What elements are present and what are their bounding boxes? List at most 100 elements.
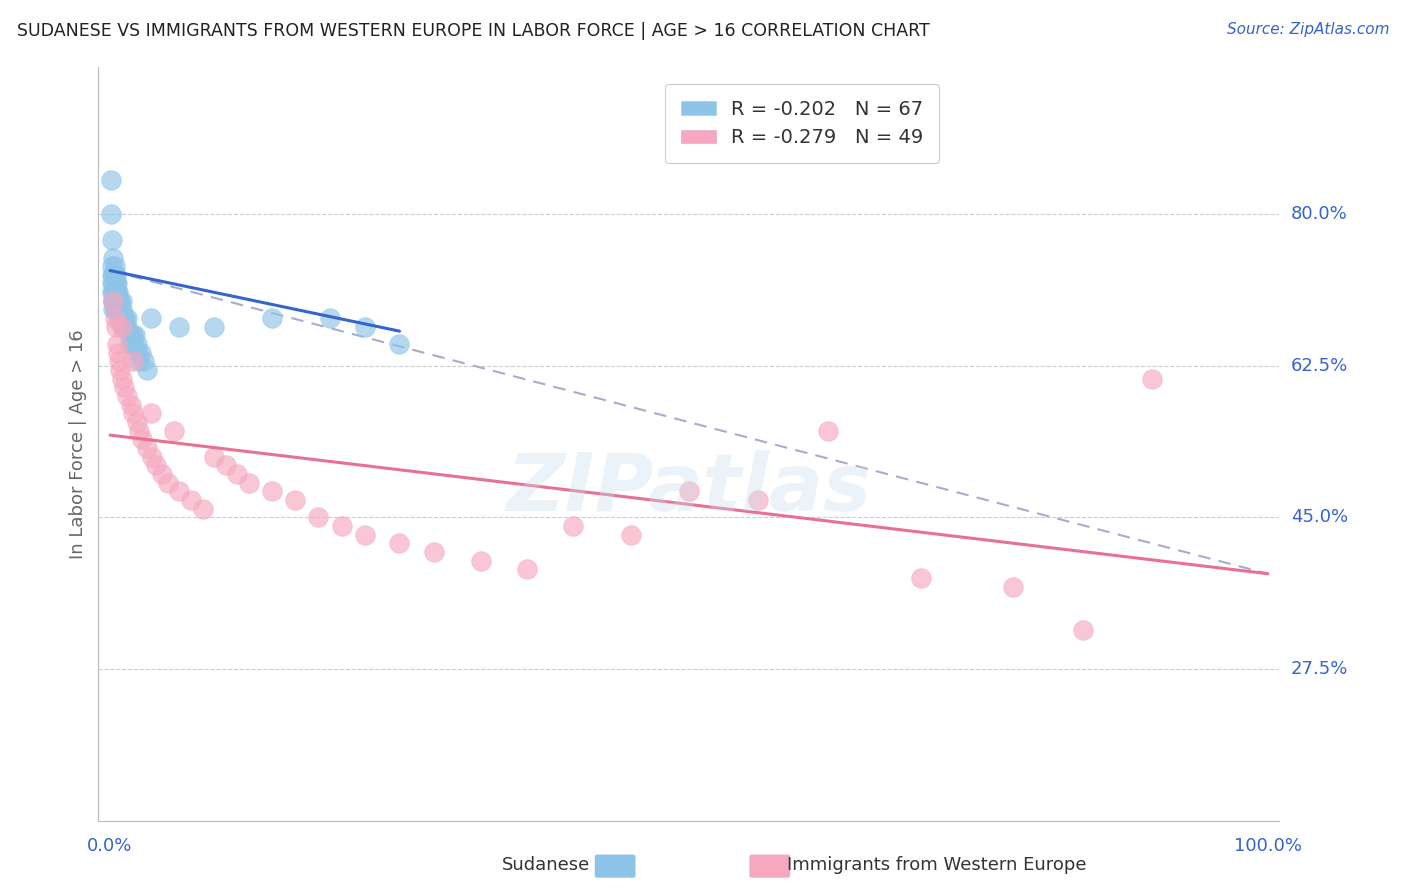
Point xyxy=(353,319,375,334)
Point xyxy=(115,319,138,334)
Point xyxy=(117,389,139,403)
Point xyxy=(105,293,128,308)
Point xyxy=(108,293,131,308)
Point xyxy=(180,493,202,508)
Point xyxy=(110,363,132,377)
Point xyxy=(139,311,162,326)
Point xyxy=(104,277,127,291)
Point xyxy=(747,493,769,508)
Point xyxy=(107,346,129,360)
Point xyxy=(330,519,353,533)
Point xyxy=(101,268,124,282)
Y-axis label: In Labor Force | Age > 16: In Labor Force | Age > 16 xyxy=(69,329,87,558)
Point xyxy=(110,302,132,317)
Point xyxy=(262,484,284,499)
Point xyxy=(108,311,131,326)
Point xyxy=(103,285,125,300)
Point xyxy=(111,311,134,326)
Point xyxy=(1002,580,1025,594)
Point xyxy=(132,354,155,368)
Point xyxy=(104,268,127,282)
Point xyxy=(104,293,127,308)
Point xyxy=(163,424,186,438)
Point xyxy=(169,319,191,334)
Text: ZIPatlas: ZIPatlas xyxy=(506,450,872,528)
Point xyxy=(226,467,249,481)
Point xyxy=(125,415,148,429)
Point xyxy=(111,319,134,334)
Point xyxy=(103,268,125,282)
Point xyxy=(136,441,159,455)
Point xyxy=(127,346,149,360)
Point xyxy=(110,372,132,386)
Point xyxy=(101,285,124,300)
Point xyxy=(117,319,139,334)
Point xyxy=(215,458,238,473)
Point xyxy=(122,354,145,368)
Point xyxy=(103,293,125,308)
Point xyxy=(1071,623,1094,637)
Point xyxy=(470,554,492,568)
Point xyxy=(122,407,145,421)
Point xyxy=(104,311,127,326)
Point xyxy=(121,337,143,351)
Point xyxy=(117,328,139,343)
Point xyxy=(817,424,839,438)
Text: Sudanese: Sudanese xyxy=(502,856,591,874)
Point xyxy=(353,527,375,541)
Point xyxy=(202,450,225,464)
Point xyxy=(105,337,128,351)
Point xyxy=(112,311,135,326)
Point xyxy=(110,293,132,308)
Point xyxy=(678,484,700,499)
Point xyxy=(107,293,129,308)
Point xyxy=(156,475,179,490)
Point xyxy=(128,424,150,438)
Point xyxy=(122,328,145,343)
Point xyxy=(104,302,127,317)
Text: Source: ZipAtlas.com: Source: ZipAtlas.com xyxy=(1226,22,1389,37)
Point xyxy=(104,268,127,282)
Point xyxy=(319,311,342,326)
Point xyxy=(103,293,125,308)
Point xyxy=(104,293,127,308)
Point xyxy=(101,259,124,273)
Point xyxy=(620,527,643,541)
Text: 80.0%: 80.0% xyxy=(1291,205,1347,223)
Point xyxy=(150,467,173,481)
Point xyxy=(238,475,260,490)
Point xyxy=(105,277,128,291)
Point xyxy=(100,207,122,221)
Point xyxy=(101,277,124,291)
Legend: R = -0.202   N = 67, R = -0.279   N = 49: R = -0.202 N = 67, R = -0.279 N = 49 xyxy=(665,84,939,163)
Point xyxy=(112,380,135,394)
Point xyxy=(108,354,131,368)
Point xyxy=(117,311,139,326)
Text: 27.5%: 27.5% xyxy=(1291,660,1348,678)
Point xyxy=(124,337,146,351)
Point xyxy=(101,233,124,247)
Point xyxy=(191,501,214,516)
Point xyxy=(107,302,129,317)
Point xyxy=(104,319,127,334)
Point xyxy=(139,407,162,421)
Point xyxy=(202,319,225,334)
Point xyxy=(169,484,191,499)
Point xyxy=(105,285,128,300)
Point xyxy=(103,302,125,317)
Point xyxy=(108,302,131,317)
Point xyxy=(423,545,446,559)
Point xyxy=(100,172,122,186)
Point xyxy=(145,458,167,473)
Point xyxy=(1140,372,1163,386)
Point xyxy=(110,319,132,334)
Text: SUDANESE VS IMMIGRANTS FROM WESTERN EUROPE IN LABOR FORCE | AGE > 16 CORRELATION: SUDANESE VS IMMIGRANTS FROM WESTERN EURO… xyxy=(17,22,929,40)
Point xyxy=(104,259,127,273)
Point xyxy=(129,346,152,360)
Point xyxy=(307,510,329,524)
Point xyxy=(103,277,125,291)
Text: 45.0%: 45.0% xyxy=(1291,508,1348,526)
Point xyxy=(910,571,932,585)
Point xyxy=(131,433,153,447)
Point xyxy=(516,562,538,576)
